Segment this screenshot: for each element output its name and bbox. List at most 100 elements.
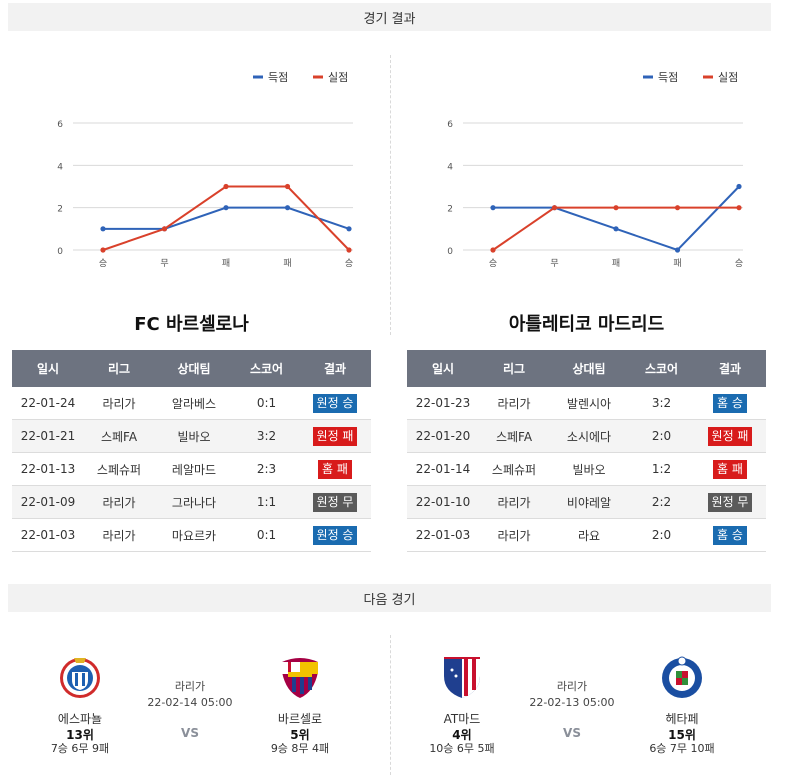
espanyol-logo	[58, 654, 102, 700]
cell-date: 22-01-21	[12, 419, 84, 453]
legend-label: 득점	[268, 71, 288, 84]
x-tick-label: 패	[612, 258, 620, 269]
match-datetime: 22-02-13 05:00	[529, 696, 615, 709]
column-header: 일시	[12, 350, 84, 387]
cell-score: 3:2	[629, 387, 694, 420]
home-team-rank: 13위	[66, 728, 94, 742]
cell-date: 22-01-13	[12, 452, 84, 486]
data-point	[100, 247, 106, 253]
cell-result: 홈 패	[694, 452, 766, 486]
cell-result: 원정 패	[694, 419, 766, 453]
x-tick-label: 승	[345, 258, 353, 269]
series-line	[102, 185, 350, 251]
cell-result: 원정 무	[694, 485, 766, 519]
column-header: 스코어	[629, 350, 694, 387]
legend-label: 실점	[718, 71, 738, 84]
cell-date: 22-01-14	[407, 452, 479, 486]
data-point	[674, 205, 681, 211]
data-point	[551, 205, 558, 211]
result-badge: 원정 승	[312, 393, 358, 413]
column-header: 리그	[84, 350, 154, 387]
table-row: 22-01-21 스페FA 빌바오 3:2 원정 패	[12, 419, 371, 453]
data-point	[100, 226, 106, 232]
chart-divider	[390, 55, 391, 335]
cell-date: 22-01-24	[12, 387, 84, 420]
away-team-name: 바르셀로	[277, 712, 323, 726]
cell-date: 22-01-23	[407, 387, 479, 420]
atletico-logo	[440, 654, 484, 700]
result-badge: 원정 무	[312, 492, 358, 512]
cell-opponent: 알라베스	[154, 387, 234, 420]
cell-opponent: 소시에다	[549, 419, 629, 453]
result-badge: 원정 패	[707, 426, 753, 446]
x-tick-label: 패	[283, 258, 291, 269]
cell-opponent: 빌바오	[549, 452, 629, 486]
score-chart-barcelona: 득점 실점 0 2 4 6 승 무 패 패 승	[57, 71, 353, 269]
cell-opponent: 라요	[549, 518, 629, 552]
cell-result: 홈 승	[694, 387, 766, 420]
cell-score: 2:0	[629, 518, 694, 552]
y-tick-label: 0	[447, 247, 453, 257]
cell-opponent: 레알마드	[154, 452, 234, 486]
next-divider	[390, 635, 391, 775]
cell-score: 3:2	[234, 419, 299, 453]
home-team-name: 에스파뇰	[57, 712, 103, 726]
y-tick-label: 6	[447, 120, 453, 130]
data-point	[161, 226, 168, 232]
chart-panel-barcelona: 득점 실점 0 2 4 6 승 무 패 패 승	[8, 60, 378, 290]
result-badge: 원정 패	[312, 426, 358, 446]
vs-label: VS	[181, 726, 199, 740]
cell-league: 스페FA	[84, 419, 154, 453]
next-match-2: AT마드 4위 10승 6무 5패 라리가 22-02-13 05:00 VS …	[398, 640, 778, 770]
cell-opponent: 비야레알	[549, 485, 629, 519]
column-header: 리그	[479, 350, 549, 387]
x-tick-label: 무	[550, 258, 558, 269]
result-badge: 홈 승	[713, 525, 747, 545]
table-header-row: 일시 리그 상대팀 스코어 결과	[407, 350, 766, 387]
match-league: 라리가	[556, 680, 588, 693]
x-tick-label: 무	[160, 258, 168, 269]
legend-label: 득점	[658, 71, 678, 84]
result-badge: 원정 무	[707, 492, 753, 512]
next-section-header: 다음 경기	[8, 584, 771, 612]
y-tick-label: 6	[57, 120, 63, 130]
data-point	[736, 183, 742, 190]
cell-date: 22-01-10	[407, 485, 479, 519]
cell-league: 라리가	[479, 485, 549, 519]
getafe-logo	[660, 654, 704, 700]
data-point	[613, 226, 619, 232]
results-table-barcelona: 일시 리그 상대팀 스코어 결과 22-01-24 라리가 알라베스 0:1 원정 승 22-01…	[12, 350, 371, 552]
result-badge: 원정 승	[312, 525, 358, 545]
chart-panel-atletico: 득점 실점 0 2 4 6 승 무 패 패 승	[398, 60, 768, 290]
home-team-record: 10승 6무 5패	[429, 742, 495, 755]
home-team-name: AT마드	[443, 712, 481, 726]
cell-date: 22-01-03	[12, 518, 84, 552]
cell-score: 1:1	[234, 485, 299, 519]
away-team-rank: 15위	[668, 728, 696, 742]
score-chart-atletico: 득점 실점 0 2 4 6 승 무 패 패 승	[447, 71, 743, 269]
cell-league: 라리가	[84, 387, 154, 420]
team-title-barcelona: FC 바르셀로나	[134, 314, 249, 335]
cell-score: 2:2	[629, 485, 694, 519]
chart-legend: 득점 실점	[643, 71, 738, 84]
chart-legend: 득점 실점	[253, 71, 348, 84]
cell-league: 라리가	[479, 387, 549, 420]
cell-league: 스페슈퍼	[84, 452, 154, 486]
away-team-rank: 5위	[290, 728, 310, 742]
data-point	[490, 205, 496, 211]
cell-opponent: 마요르카	[154, 518, 234, 552]
away-team-record: 6승 7무 10패	[649, 742, 715, 755]
table-row: 22-01-09 라리가 그라나다 1:1 원정 무	[12, 485, 371, 519]
data-point	[223, 183, 229, 190]
data-point	[284, 183, 291, 190]
data-point	[346, 247, 352, 253]
cell-result: 홈 승	[694, 518, 766, 552]
cell-score: 0:1	[234, 387, 299, 420]
series-line	[493, 185, 740, 252]
cell-date: 22-01-03	[407, 518, 479, 552]
cell-opponent: 빌바오	[154, 419, 234, 453]
data-point	[223, 205, 229, 211]
cell-league: 스페슈퍼	[479, 452, 549, 486]
column-header: 스코어	[234, 350, 299, 387]
cell-result: 홈 패	[299, 452, 371, 486]
